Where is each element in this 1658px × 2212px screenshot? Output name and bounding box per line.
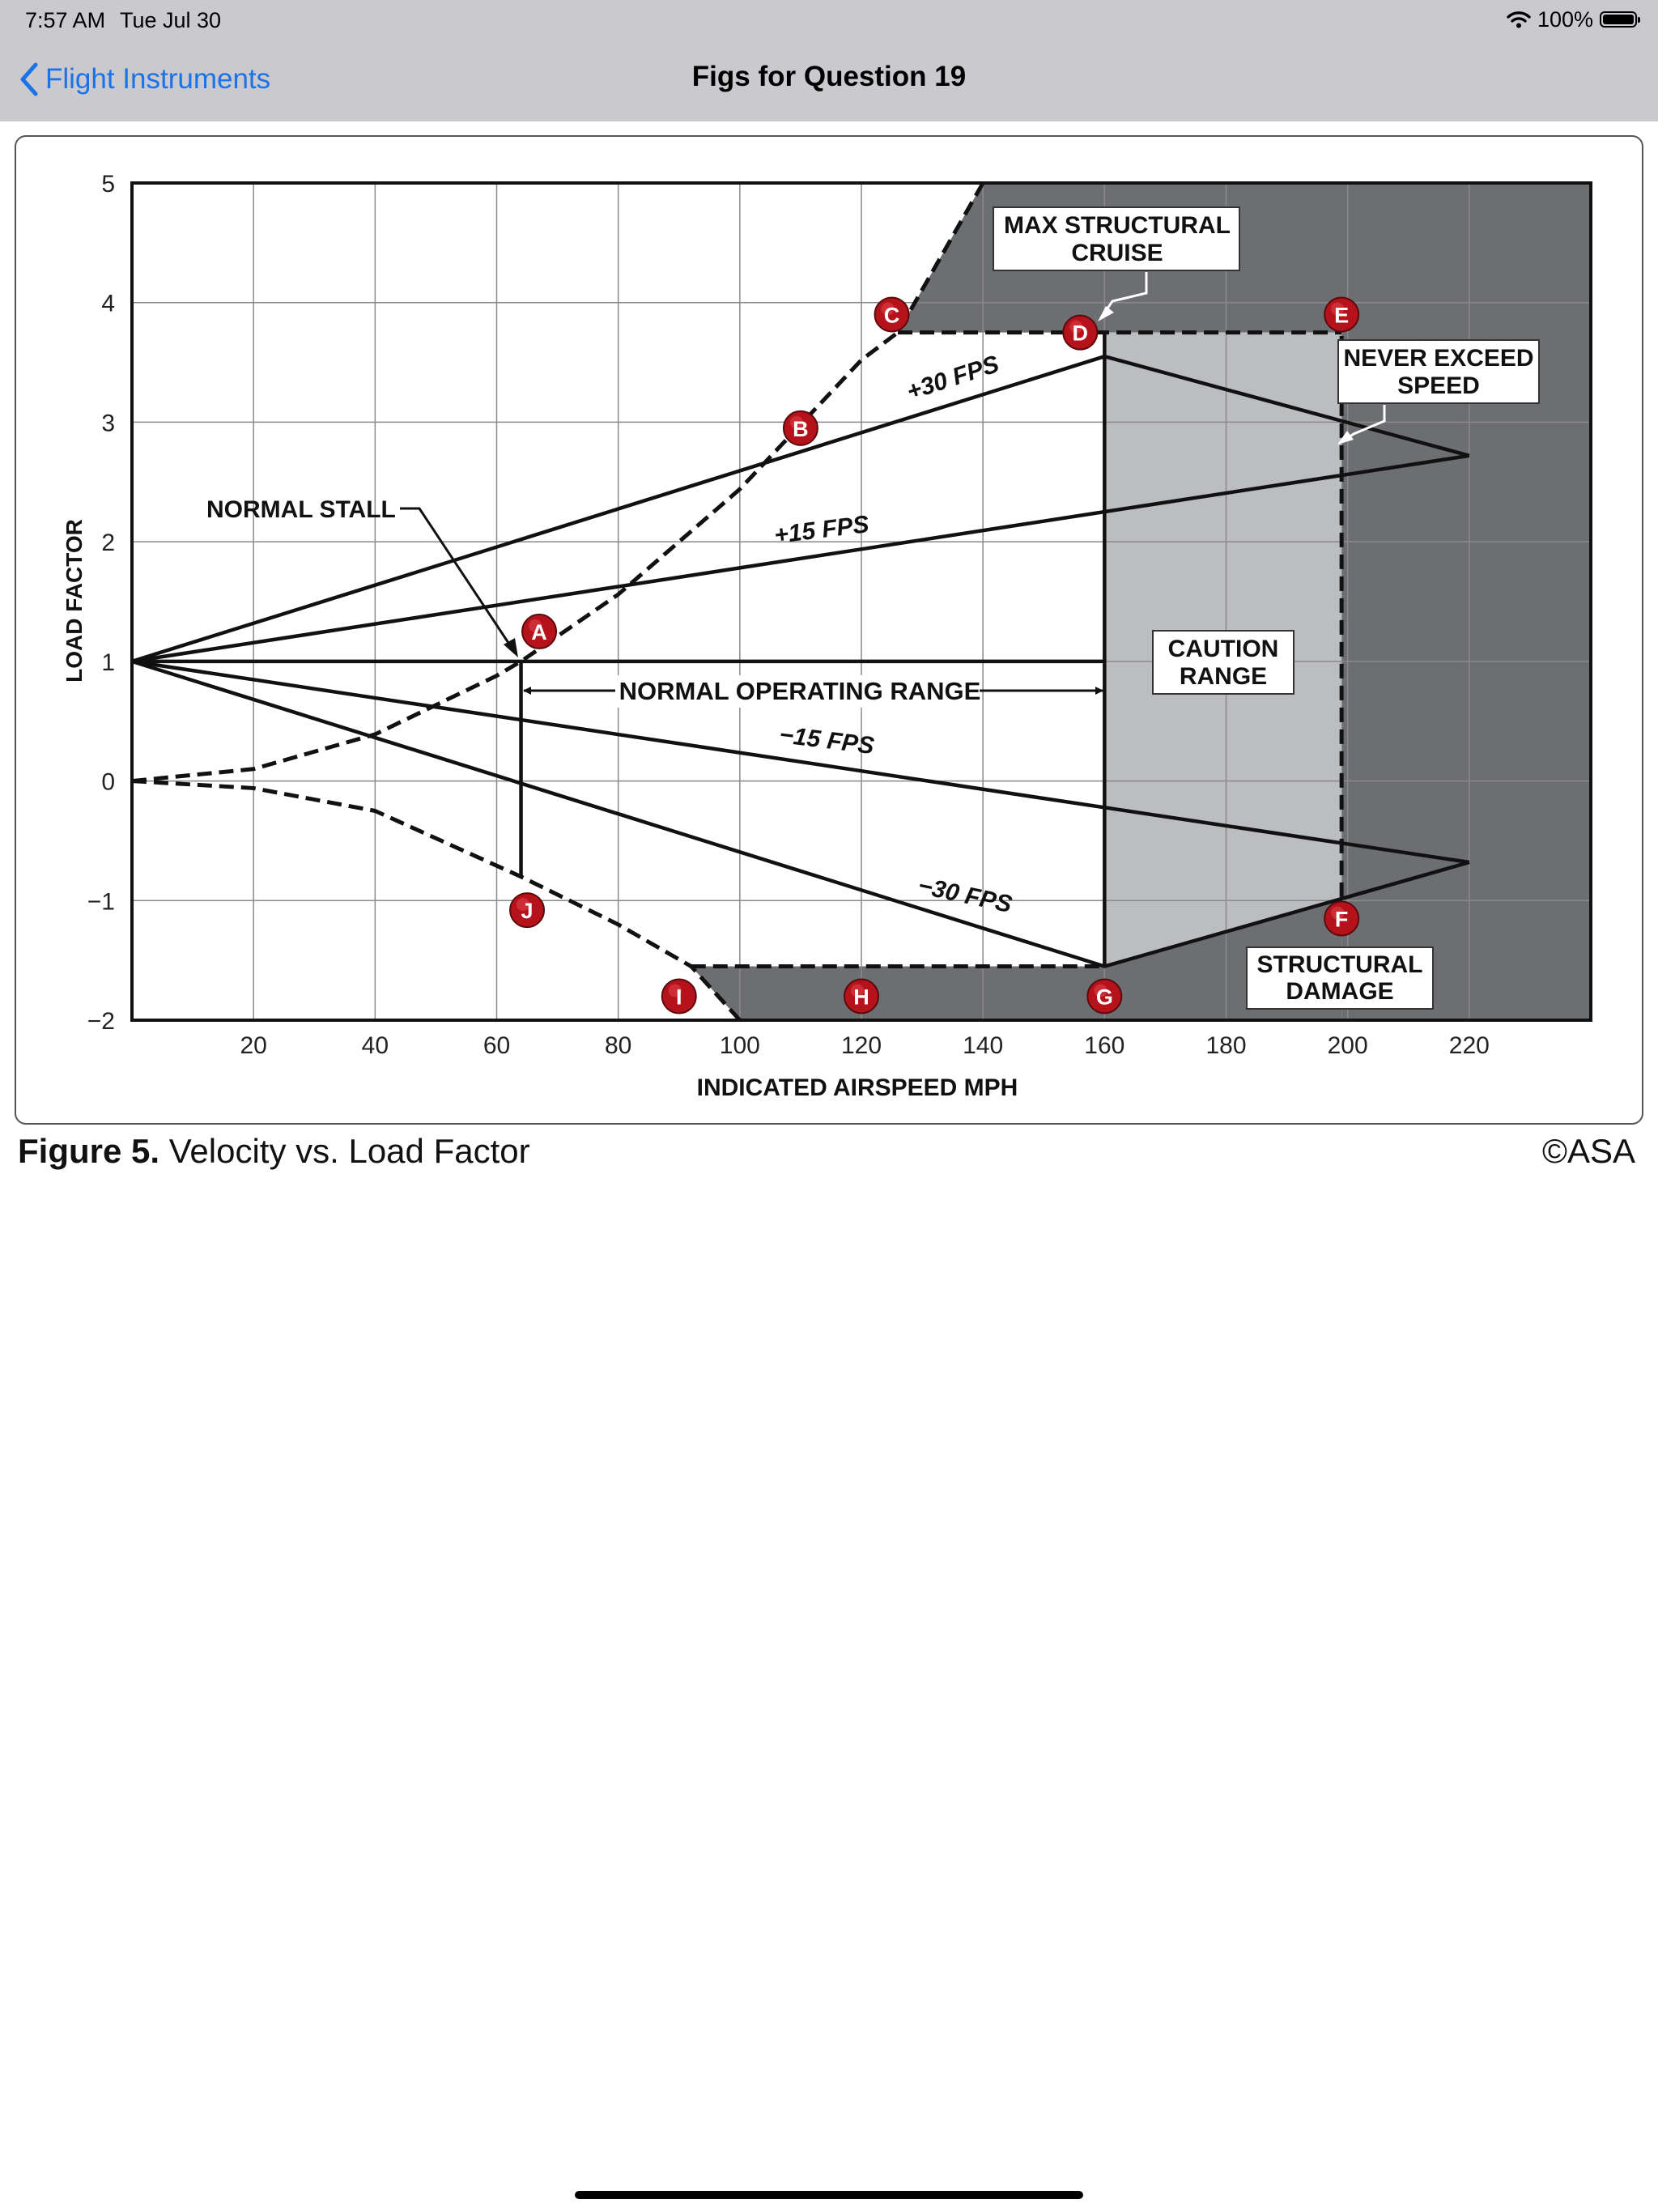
- point-marker-b: B: [782, 410, 818, 446]
- point-marker-c: C: [874, 296, 910, 333]
- caution-range-label-1: CAUTION: [1168, 636, 1279, 662]
- normal-operating-range-label: NORMAL OPERATING RANGE: [619, 677, 981, 705]
- back-button-label: Flight Instruments: [45, 63, 271, 95]
- figure-number: Figure 5.: [18, 1132, 160, 1170]
- point-marker-label: D: [1073, 321, 1089, 346]
- status-date: Tue Jul 30: [120, 8, 222, 32]
- y-tick-label: 5: [101, 171, 115, 198]
- series-15-fps: [131, 453, 1470, 664]
- vg-diagram: 20 40 60 80 100 120 140 160 180 200 220543210−1−2 …: [62, 171, 1592, 1101]
- x-tick-label: 200: [1328, 1032, 1368, 1059]
- top-bar: 7:57 AM Tue Jul 30 100% Flight Instrumen…: [0, 0, 1658, 121]
- battery-percent: 100%: [1537, 6, 1593, 32]
- normal-stall-label: NORMAL STALL: [206, 496, 396, 523]
- battery-icon: [1600, 11, 1640, 28]
- x-tick-label: 140: [963, 1032, 1003, 1059]
- max-structural-cruise-label-1: MAX STRUCTURAL: [1004, 212, 1231, 239]
- point-marker-i: I: [661, 978, 697, 1015]
- wifi-icon: [1507, 11, 1531, 28]
- y-tick-label: 4: [101, 291, 115, 317]
- copyright: ©ASA: [1542, 1132, 1635, 1170]
- x-tick-label: 20: [240, 1032, 266, 1059]
- point-marker-d: D: [1062, 314, 1099, 351]
- plus15-fps-label: +15 FPS: [772, 511, 870, 549]
- x-tick-label: 180: [1205, 1032, 1246, 1059]
- normal-operating-range-bg: [615, 675, 980, 708]
- back-button[interactable]: Flight Instruments: [18, 58, 270, 100]
- caution-range-box: [1152, 630, 1295, 695]
- point-marker-j: J: [509, 892, 546, 929]
- x-tick-label: 100: [720, 1032, 760, 1059]
- point-marker-f: F: [1324, 900, 1360, 937]
- y-tick-label: 2: [101, 530, 115, 556]
- max-structural-cruise-label-2: CRUISE: [1071, 240, 1163, 266]
- axis-ticks: 20 40 60 80 100 120 140 160 180 200 220 5 4 3 2 1 0 −1 −2: [87, 171, 1490, 1059]
- max-structural-cruise-box: [993, 206, 1240, 271]
- y-tick-label: 3: [101, 410, 115, 436]
- point-marker-label: C: [884, 303, 900, 327]
- point-marker-label: B: [793, 417, 809, 441]
- plus30-fps-label: +30 FPS: [903, 351, 1002, 406]
- figure-title: Velocity vs. Load Factor: [168, 1132, 530, 1170]
- normal-stall-pointer: [400, 507, 515, 651]
- home-indicator: [575, 2191, 1083, 2199]
- series-15-fps: [131, 659, 1470, 865]
- structural-damage-box: [1246, 946, 1434, 1010]
- point-marker-label: H: [853, 985, 869, 1009]
- y-tick-label: −2: [87, 1008, 115, 1035]
- chevron-left-icon: [20, 62, 38, 96]
- point-marker-e: E: [1324, 296, 1360, 333]
- point-marker-label: J: [521, 899, 534, 923]
- structural-damage-label-1: STRUCTURAL: [1257, 951, 1423, 978]
- structural-damage-label-2: DAMAGE: [1286, 978, 1393, 1005]
- point-marker-g: G: [1086, 978, 1123, 1015]
- max-structural-cruise-arrowhead: [1098, 306, 1114, 321]
- never-exceed-speed-box: [1337, 339, 1540, 404]
- status-time: 7:57 AM: [25, 8, 106, 32]
- never-exceed-speed-arrowhead: [1337, 431, 1354, 445]
- y-tick-label: 0: [101, 769, 115, 796]
- y-axis-label: LOAD FACTOR: [62, 519, 87, 683]
- x-axis-label: INDICATED AIRSPEED MPH: [697, 1074, 1018, 1101]
- point-marker-label: F: [1335, 907, 1349, 931]
- y-tick-label: −1: [87, 888, 115, 915]
- never-exceed-speed-label-2: SPEED: [1397, 372, 1480, 399]
- x-tick-label: 220: [1449, 1032, 1490, 1059]
- point-marker-label: G: [1096, 985, 1113, 1009]
- point-marker-label: A: [531, 620, 547, 644]
- never-exceed-speed-label-1: NEVER EXCEED: [1343, 345, 1533, 372]
- series-layer: [131, 181, 1470, 1022]
- x-tick-label: 120: [841, 1032, 882, 1059]
- x-tick-label: 80: [605, 1032, 631, 1059]
- status-indicators: 100%: [1507, 5, 1640, 34]
- series-positive-stall-limit: [131, 181, 985, 784]
- normal-stall-arrowhead: [504, 638, 518, 657]
- y-tick-label: 1: [101, 649, 115, 676]
- x-tick-label: 40: [362, 1032, 389, 1059]
- caution-range-label-2: RANGE: [1180, 663, 1267, 690]
- point-marker-h: H: [844, 978, 879, 1015]
- point-markers: A B C D E F G H I J: [509, 296, 1360, 1015]
- page-title: Figs for Question 19: [691, 61, 967, 92]
- point-marker-label: I: [676, 985, 682, 1009]
- figure-caption: Figure 5. Velocity vs. Load Factor: [18, 1132, 530, 1171]
- x-tick-label: 160: [1084, 1032, 1124, 1059]
- point-marker-a: A: [521, 613, 558, 649]
- plot-border: [130, 181, 1592, 1022]
- point-marker-label: E: [1334, 303, 1349, 327]
- x-tick-label: 60: [483, 1032, 510, 1059]
